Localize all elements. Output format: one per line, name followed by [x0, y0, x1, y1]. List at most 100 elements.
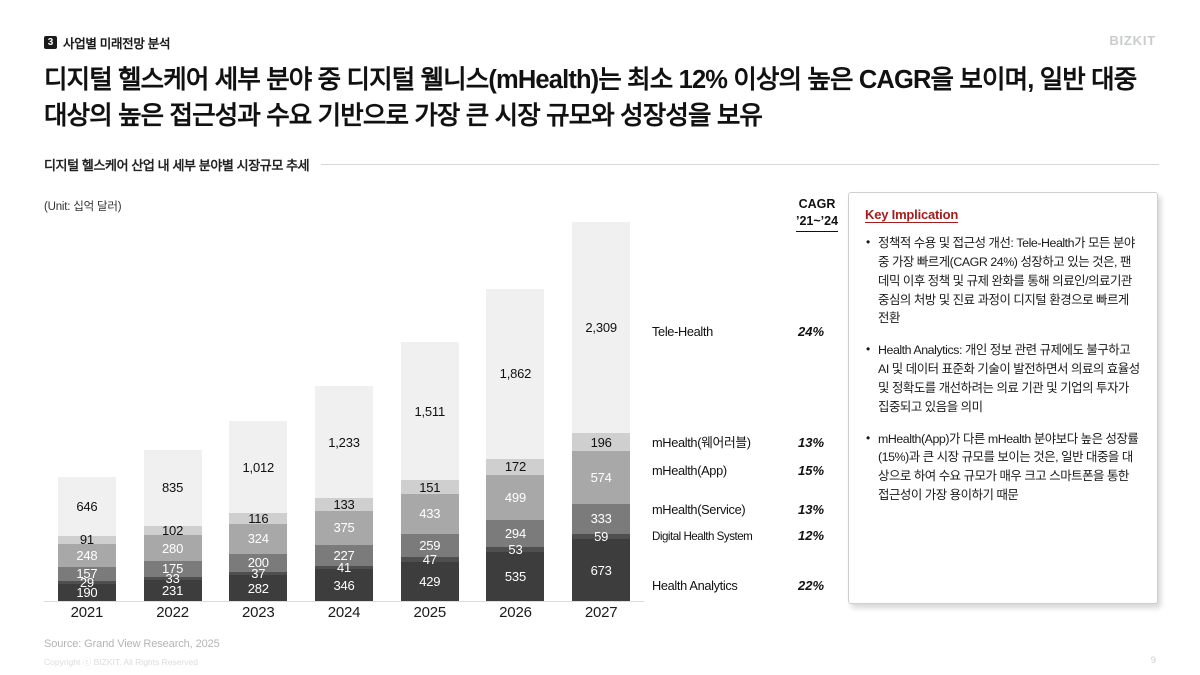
x-axis-label: 2022 [156, 604, 189, 621]
bar-column: 231 33 175 280 102 835 [130, 222, 216, 601]
bar-segment: 248 [57, 543, 116, 567]
legend-label: mHealth(Service) [652, 502, 746, 517]
bar-segment: 375 [315, 510, 374, 545]
legend-item: Tele-Health 24% [652, 324, 852, 339]
bar-value-label: 429 [419, 573, 441, 589]
page-number: 9 [1150, 655, 1156, 666]
bar-value-label: 646 [76, 498, 98, 514]
bar-segment: 37 [229, 567, 288, 580]
x-axis-label: 2023 [242, 604, 275, 621]
legend-item: mHealth(웨어러블) 13% [652, 432, 852, 451]
bar-segment: 294 [486, 520, 545, 548]
bar-value-label: 116 [248, 511, 269, 527]
bar-segment: 646 [57, 476, 116, 536]
x-axis-label: 2025 [413, 604, 447, 621]
x-axis-label: 2027 [584, 604, 618, 621]
bar-column: 673 59 333 574 196 2,309 [558, 222, 644, 601]
kicker: 3 사업별 미래전망 분석 [44, 33, 170, 52]
bar-value-label: 2,309 [585, 320, 617, 336]
bar-value-label: 47 [422, 552, 437, 568]
subheading-row: 디지털 헬스케어 산업 내 세부 분야별 시장규모 추세 [44, 155, 1159, 174]
bar-value-label: 324 [247, 531, 269, 547]
bar-value-label: 29 [79, 574, 94, 590]
bar-segment: 47 [400, 553, 459, 566]
bar-value-label: 133 [333, 497, 355, 513]
bar-segment: 196 [572, 433, 631, 452]
bar-value-label: 172 [504, 459, 526, 475]
legend-label: Health Analytics [652, 578, 738, 593]
bar-segment: 133 [315, 497, 374, 513]
bar-value-label: 190 [76, 584, 98, 600]
bar-segment: 172 [486, 459, 545, 475]
stacked-bar-chart: 190 29 157 248 91 646 231 33 175 280 102 835 282 37 20… [44, 222, 644, 621]
bar-column: 346 41 227 375 133 1,233 [301, 222, 387, 601]
bar-segment: 157 [57, 566, 116, 581]
bar-value-label: 196 [590, 434, 612, 450]
chart-legend: Tele-Health 24% mHealth(웨어러블) 13% mHealth(Ap… [652, 222, 852, 602]
bar-stack: 429 47 259 433 151 1,511 [400, 342, 459, 601]
bar-segment: 673 [572, 539, 631, 601]
bar-stack: 346 41 227 375 133 1,233 [315, 385, 374, 601]
bar-value-label: 499 [504, 490, 526, 506]
chart-subtitle: 디지털 헬스케어 산업 내 세부 분야별 시장규모 추세 [44, 158, 310, 173]
bar-segment: 535 [486, 552, 545, 601]
bar-segment: 175 [143, 560, 202, 577]
x-axis-label: 2026 [499, 604, 532, 621]
key-implication-bullet: 정책적 수용 및 접근성 개선: Tele-Health가 모든 분야 중 가장… [865, 233, 1141, 328]
legend-cagr-value: 12% [797, 528, 825, 543]
key-implication-title: Key Implication [865, 207, 959, 222]
key-implication-bullet: mHealth(App)가 다른 mHealth 분야보다 높은 성장률(15%… [865, 429, 1141, 505]
bar-value-label: 835 [162, 480, 184, 496]
bar-stack: 535 53 294 499 172 1,862 [486, 288, 545, 601]
bar-stack: 190 29 157 248 91 646 [57, 476, 116, 601]
bar-value-label: 37 [251, 566, 266, 582]
bar-segment: 433 [400, 494, 459, 534]
bar-value-label: 259 [419, 538, 441, 554]
bar-segment: 1,511 [400, 342, 459, 481]
cagr-header-line1: CAGR [798, 197, 836, 211]
bar-value-label: 333 [590, 511, 612, 527]
bar-column: 190 29 157 248 91 646 [44, 222, 130, 601]
bar-segment: 835 [143, 449, 202, 526]
bar-segment: 1,012 [229, 420, 288, 514]
bar-column: 282 37 200 324 116 1,012 [215, 222, 301, 601]
legend-label: mHealth(App) [652, 463, 727, 478]
bar-segment: 231 [143, 579, 202, 601]
bar-segment: 574 [572, 451, 631, 504]
bar-segment: 1,862 [486, 288, 545, 460]
legend-label: Digital Health System [652, 530, 753, 543]
bar-value-label: 248 [76, 547, 98, 563]
x-axis-labels: 2021 2022 2023 2024 2025 2026 2027 [44, 604, 644, 621]
bar-segment: 151 [400, 480, 459, 495]
bar-value-label: 346 [333, 577, 355, 593]
bar-value-label: 294 [504, 526, 526, 542]
page-title: 디지털 헬스케어 세부 분야 중 디지털 웰니스(mHealth)는 최소 12… [44, 66, 1137, 131]
key-implication-bullet: Health Analytics: 개인 정보 관련 규제에도 불구하고 AI … [865, 340, 1141, 416]
kicker-badge: 3 [44, 36, 57, 49]
bar-value-label: 433 [419, 506, 441, 522]
legend-cagr-value: 13% [797, 502, 825, 517]
bar-segment: 116 [229, 511, 288, 527]
bar-value-label: 53 [508, 542, 523, 558]
bar-segment: 53 [486, 543, 545, 556]
bar-value-label: 1,233 [328, 434, 360, 450]
x-axis-label: 2024 [327, 604, 361, 621]
bar-value-label: 33 [165, 570, 180, 586]
bar-segment: 102 [143, 524, 202, 537]
bar-value-label: 175 [162, 561, 184, 577]
divider [321, 164, 1159, 165]
unit-label: (Unit: 십억 달러) [44, 201, 122, 213]
bar-value-label: 282 [247, 580, 269, 596]
bar-value-label: 41 [336, 560, 352, 575]
legend-cagr-value: 13% [797, 435, 825, 450]
legend-item: Health Analytics 22% [652, 578, 852, 593]
bar-segment: 282 [229, 575, 288, 601]
bar-group: 190 29 157 248 91 646 231 33 175 280 102 835 282 37 20… [44, 222, 644, 601]
bar-segment: 2,309 [572, 222, 631, 434]
bar-value-label: 1,511 [414, 403, 446, 419]
source-note: Source: Grand View Research, 2025 [44, 638, 220, 650]
bar-value-label: 574 [590, 469, 612, 485]
bar-value-label: 375 [333, 520, 355, 536]
bar-segment: 41 [315, 561, 374, 574]
